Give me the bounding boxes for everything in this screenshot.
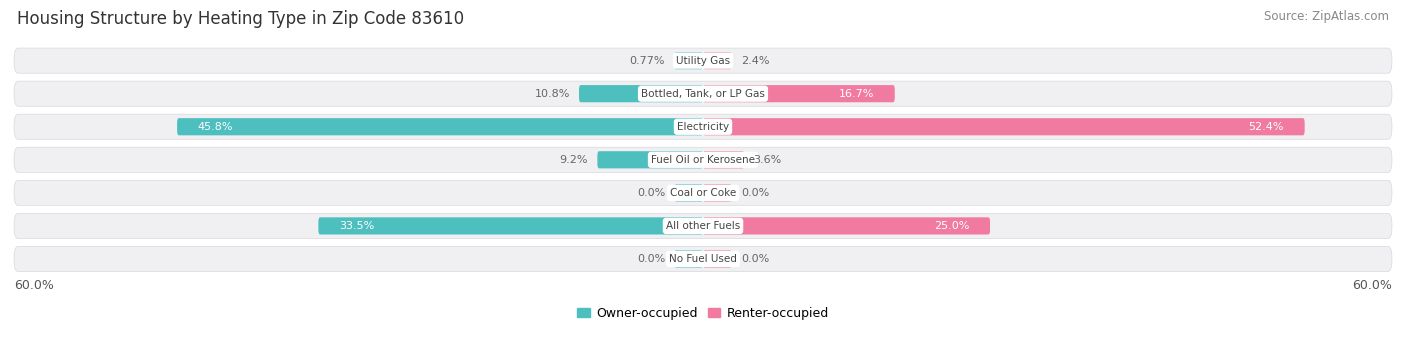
Text: 16.7%: 16.7% [839, 89, 875, 99]
Text: Fuel Oil or Kerosene: Fuel Oil or Kerosene [651, 155, 755, 165]
Text: Coal or Coke: Coal or Coke [669, 188, 737, 198]
FancyBboxPatch shape [703, 118, 1305, 135]
FancyBboxPatch shape [14, 48, 1392, 73]
FancyBboxPatch shape [14, 114, 1392, 139]
Text: Housing Structure by Heating Type in Zip Code 83610: Housing Structure by Heating Type in Zip… [17, 10, 464, 28]
FancyBboxPatch shape [675, 250, 703, 268]
FancyBboxPatch shape [675, 184, 703, 201]
Text: 10.8%: 10.8% [534, 89, 569, 99]
FancyBboxPatch shape [703, 250, 731, 268]
Text: 52.4%: 52.4% [1249, 122, 1284, 132]
Text: 0.0%: 0.0% [741, 254, 769, 264]
FancyBboxPatch shape [177, 118, 703, 135]
FancyBboxPatch shape [675, 52, 703, 69]
Text: Electricity: Electricity [676, 122, 730, 132]
Text: 0.0%: 0.0% [741, 188, 769, 198]
Text: Utility Gas: Utility Gas [676, 56, 730, 66]
Text: All other Fuels: All other Fuels [666, 221, 740, 231]
FancyBboxPatch shape [318, 217, 703, 235]
Text: 0.0%: 0.0% [637, 254, 665, 264]
Text: 33.5%: 33.5% [339, 221, 374, 231]
Text: 25.0%: 25.0% [934, 221, 969, 231]
Text: 0.77%: 0.77% [630, 56, 665, 66]
FancyBboxPatch shape [14, 180, 1392, 205]
FancyBboxPatch shape [598, 151, 703, 168]
FancyBboxPatch shape [703, 85, 894, 102]
FancyBboxPatch shape [703, 52, 731, 69]
FancyBboxPatch shape [14, 81, 1392, 106]
Text: Bottled, Tank, or LP Gas: Bottled, Tank, or LP Gas [641, 89, 765, 99]
Text: Source: ZipAtlas.com: Source: ZipAtlas.com [1264, 10, 1389, 23]
FancyBboxPatch shape [579, 85, 703, 102]
FancyBboxPatch shape [14, 147, 1392, 172]
Text: 3.6%: 3.6% [754, 155, 782, 165]
Legend: Owner-occupied, Renter-occupied: Owner-occupied, Renter-occupied [572, 302, 834, 325]
Text: 60.0%: 60.0% [1353, 279, 1392, 292]
FancyBboxPatch shape [14, 214, 1392, 238]
Text: 9.2%: 9.2% [560, 155, 588, 165]
FancyBboxPatch shape [14, 246, 1392, 272]
Text: 0.0%: 0.0% [637, 188, 665, 198]
Text: 2.4%: 2.4% [741, 56, 769, 66]
Text: 45.8%: 45.8% [198, 122, 233, 132]
Text: No Fuel Used: No Fuel Used [669, 254, 737, 264]
Text: 60.0%: 60.0% [14, 279, 53, 292]
FancyBboxPatch shape [703, 217, 990, 235]
FancyBboxPatch shape [703, 151, 744, 168]
FancyBboxPatch shape [703, 184, 731, 201]
